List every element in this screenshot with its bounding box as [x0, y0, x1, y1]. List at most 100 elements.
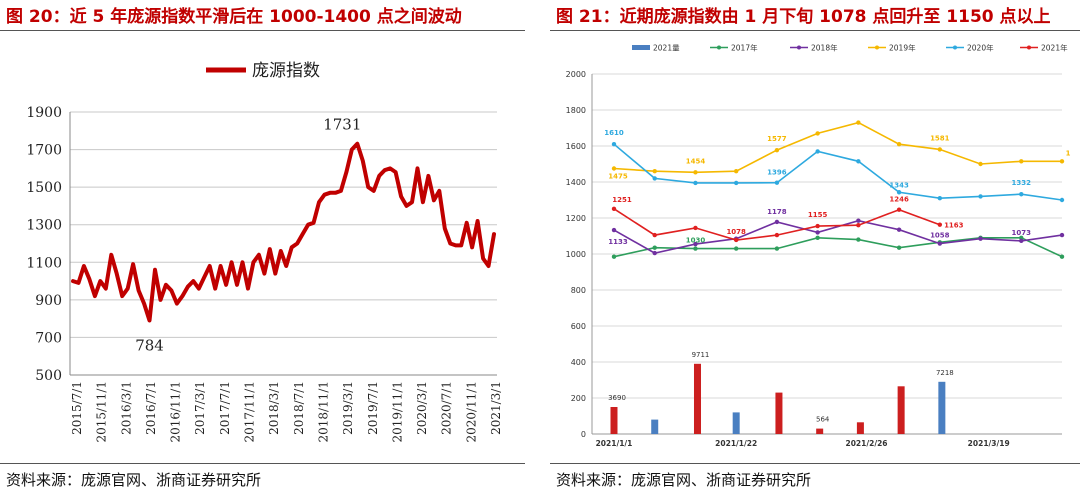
y-tick-label: 400 — [571, 358, 586, 367]
series-point-2017年 — [815, 235, 820, 240]
series-point-2019年 — [693, 170, 698, 175]
y-tick-label: 1300 — [26, 218, 62, 234]
point-label: 1178 — [767, 208, 787, 216]
series-point-2018年 — [978, 236, 983, 241]
x-tick-label: 2019/7/1 — [366, 381, 380, 435]
data-annotation: 1731 — [323, 116, 361, 134]
series-point-2020年 — [1019, 192, 1024, 197]
x-tick-label: 2021/1/1 — [596, 439, 633, 448]
series-line-2017年 — [613, 236, 1063, 258]
y-tick-label: 500 — [35, 368, 62, 384]
series-point-2017年 — [856, 237, 861, 242]
series-point-2019年 — [937, 147, 943, 152]
series-point-2021年 — [693, 225, 698, 231]
point-label: 1475 — [608, 173, 628, 181]
point-label: 1155 — [808, 211, 828, 219]
data-annotation: 784 — [135, 337, 164, 355]
series-point-2020年 — [937, 196, 943, 201]
series-point-2020年 — [1059, 197, 1065, 203]
point-label: 1 — [1066, 149, 1071, 157]
point-label: 1246 — [889, 196, 909, 204]
x-tick-label: 2021/3/1 — [489, 381, 503, 435]
bar-data-label: 7218 — [936, 369, 954, 377]
series-point-2018年 — [774, 219, 780, 225]
right-source-note: 资料来源：庞源官网、浙商证券研究所 — [556, 471, 812, 489]
series-point-2019年 — [978, 161, 983, 167]
legend-swatch-marker — [1027, 45, 1031, 50]
x-tick-label: 2021/3/19 — [968, 439, 1010, 448]
y-tick-label: 1100 — [26, 255, 62, 271]
y-tick-label: 700 — [35, 330, 62, 346]
series-point-2019年 — [896, 142, 902, 147]
series-point-2020年 — [652, 176, 657, 181]
x-tick-label: 2017/3/1 — [193, 381, 207, 435]
series-point-2017年 — [611, 254, 617, 259]
y-tick-label: 1000 — [566, 250, 586, 259]
bar-data-label: 9711 — [692, 351, 710, 359]
series-point-2018年 — [815, 230, 820, 235]
series-point-2020年 — [733, 180, 739, 186]
series-point-2018年 — [856, 218, 861, 223]
series-line-2019年 — [613, 121, 1062, 174]
series-point-2017年 — [733, 246, 739, 251]
x-tick-label: 2018/11/1 — [316, 381, 330, 443]
y-tick-label: 1600 — [566, 142, 586, 151]
series-point-2020年 — [693, 180, 698, 186]
series-point-2017年 — [1019, 235, 1024, 240]
series-point-2021年 — [611, 206, 617, 212]
series-point-2018年 — [652, 250, 657, 256]
point-label: 1030 — [686, 237, 706, 245]
series-point-2018年 — [1059, 232, 1065, 238]
series-point-2017年 — [693, 246, 698, 251]
bar-2021-volume — [775, 392, 783, 434]
series-point-2020年 — [978, 194, 983, 199]
series-point-2019年 — [815, 131, 820, 136]
bar-2021-volume — [938, 381, 946, 434]
right-combo-chart: 0 200 400 600 800 1000 1200 1400 1600 1800 2000 202… — [566, 43, 1071, 449]
right-title-rule — [550, 30, 1080, 31]
legend-swatch-bar — [632, 45, 650, 50]
point-label: 1610 — [604, 129, 624, 137]
x-tick-label: 2019/3/1 — [341, 381, 355, 435]
y-tick-label: 1700 — [26, 143, 62, 159]
legend-swatch-marker — [875, 45, 879, 50]
legend-label: 庞源指数 — [252, 61, 320, 81]
x-tick-label: 2018/7/1 — [292, 381, 306, 435]
left-figure-title: 图 20：近 5 年庞源指数平滑后在 1000-1400 点之间波动 — [6, 7, 462, 27]
left-source-note: 资料来源：庞源官网、浙商证券研究所 — [6, 471, 262, 489]
bar-2021-volume — [732, 412, 740, 434]
series-point-2020年 — [856, 159, 861, 164]
series-point-2021年 — [774, 232, 780, 238]
legend-label: 2020年 — [967, 43, 994, 53]
series-point-2019年 — [1019, 159, 1024, 164]
right-chart-panel: 图 21：近期庞源指数由 1 月下旬 1078 点回升至 1150 点以上 0 2… — [550, 0, 1080, 497]
x-tick-label: 2020/11/1 — [464, 381, 478, 443]
point-label: 1073 — [1012, 229, 1032, 237]
series-point-2018年 — [1019, 238, 1024, 244]
point-label: 1581 — [930, 134, 950, 142]
y-tick-label: 1200 — [566, 214, 586, 223]
x-tick-label: 2016/11/1 — [169, 381, 183, 443]
series-point-2020年 — [815, 149, 820, 154]
legend-label: 2021量 — [653, 44, 680, 53]
bar-2021-volume — [816, 428, 824, 434]
series-point-2018年 — [693, 241, 698, 247]
series-point-2020年 — [611, 142, 617, 147]
bar-data-label: 3690 — [608, 394, 626, 402]
x-tick-label: 2020/3/1 — [415, 381, 429, 435]
x-tick-label: 2015/11/1 — [95, 381, 109, 443]
point-label: 1078 — [726, 228, 746, 236]
series-point-2017年 — [774, 246, 780, 251]
y-tick-label: 1400 — [566, 178, 586, 187]
x-tick-label: 2019/11/1 — [390, 381, 404, 443]
point-label: 1251 — [612, 196, 632, 204]
series-point-2019年 — [856, 120, 861, 125]
legend-swatch-marker — [797, 45, 801, 50]
x-tick-label: 2017/11/1 — [243, 381, 257, 443]
point-label: 1332 — [1012, 179, 1032, 187]
series-line-2020年 — [613, 143, 1063, 201]
series-point-2019年 — [1059, 159, 1065, 164]
right-source-rule — [550, 463, 1080, 464]
series-point-2020年 — [896, 190, 902, 195]
series-point-2018年 — [611, 227, 617, 233]
